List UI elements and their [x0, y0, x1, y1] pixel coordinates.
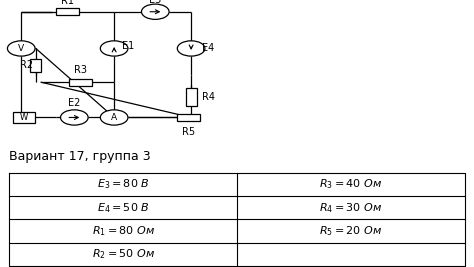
Circle shape — [8, 41, 35, 56]
Circle shape — [100, 41, 128, 56]
Text: R4: R4 — [202, 92, 215, 102]
Text: A: A — [111, 113, 117, 122]
Text: $R_5 = 20\ Ом$: $R_5 = 20\ Ом$ — [319, 224, 383, 238]
Bar — [30, 59, 41, 72]
Bar — [177, 114, 200, 121]
Text: $R_1 = 80\ Ом$: $R_1 = 80\ Ом$ — [91, 224, 155, 238]
Text: R5: R5 — [182, 127, 195, 137]
Bar — [185, 88, 197, 106]
Text: Вариант 17, группа 3: Вариант 17, группа 3 — [9, 150, 151, 163]
Text: $R_4 = 30\ Ом$: $R_4 = 30\ Ом$ — [319, 201, 383, 215]
Text: R2: R2 — [20, 60, 33, 70]
Text: R1: R1 — [61, 0, 74, 6]
Circle shape — [177, 41, 205, 56]
Text: E1: E1 — [122, 41, 134, 50]
Text: W: W — [20, 113, 28, 122]
Bar — [69, 79, 91, 86]
Text: E3: E3 — [149, 0, 162, 5]
Text: $R_2 = 50\ Ом$: $R_2 = 50\ Ом$ — [91, 247, 155, 261]
Text: E4: E4 — [202, 44, 214, 53]
Text: E2: E2 — [68, 98, 81, 108]
Circle shape — [61, 110, 88, 125]
Text: $R_3 = 40\ Ом$: $R_3 = 40\ Ом$ — [319, 178, 383, 191]
Text: R3: R3 — [74, 65, 87, 76]
Bar — [13, 112, 35, 123]
Circle shape — [141, 4, 169, 19]
Circle shape — [100, 110, 128, 125]
Text: $E_3 = 80\ B$: $E_3 = 80\ B$ — [97, 178, 150, 191]
Text: $E_4 = 50\ B$: $E_4 = 50\ B$ — [97, 201, 150, 215]
Text: V: V — [18, 44, 24, 53]
Bar — [56, 8, 79, 15]
